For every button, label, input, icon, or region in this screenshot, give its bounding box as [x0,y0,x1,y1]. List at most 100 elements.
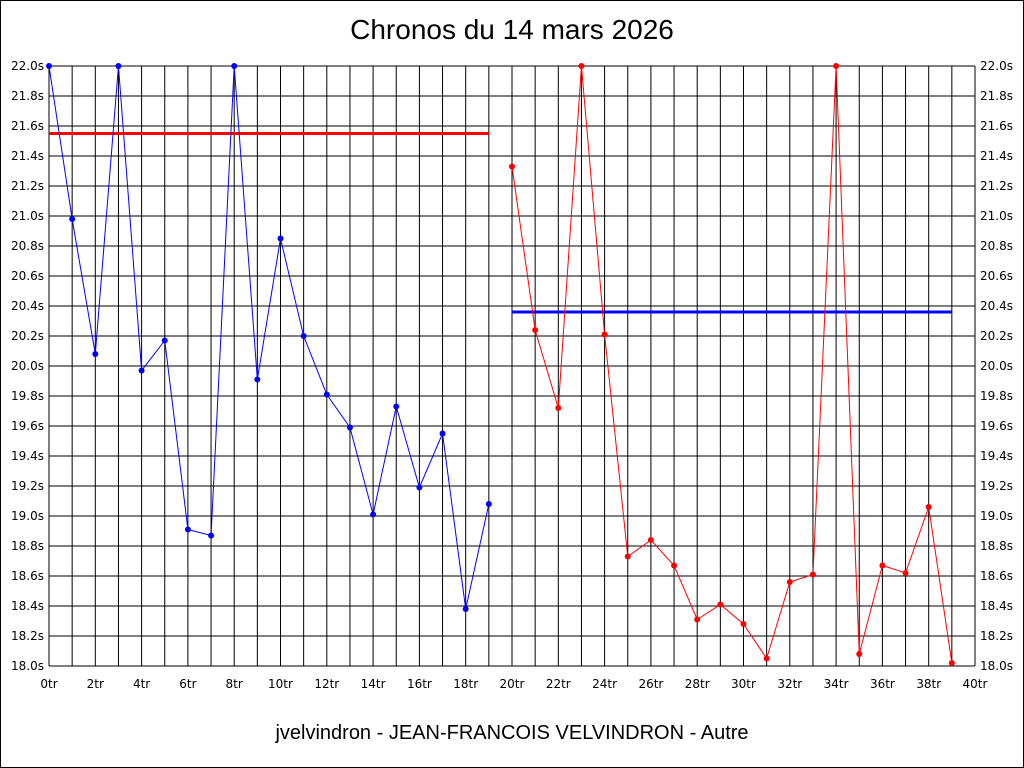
y-tick-label-right: 18.6s [980,569,1013,583]
data-point [578,63,585,69]
data-point [92,351,99,357]
chart-title: Chronos du 14 mars 2026 [350,14,674,45]
data-point [879,562,886,569]
x-tick-label: 22tr [546,677,571,691]
x-tick-label: 0tr [40,677,57,691]
y-tick-label-right: 18.0s [980,659,1013,673]
data-point [485,501,492,507]
data-point [763,655,770,662]
x-tick-label: 2tr [87,677,104,691]
y-tick-label-right: 20.4s [980,299,1013,313]
x-tick-label: 18tr [453,677,478,691]
data-point [462,606,469,612]
y-tick-label-right: 21.0s [980,209,1013,223]
data-point [277,235,284,242]
y-tick-label-left: 18.6s [11,569,44,583]
x-tick-label: 10tr [268,677,293,691]
y-tick-label-left: 19.0s [11,509,44,523]
chart-subtitle: jvelvindron - JEAN-FRANCOIS VELVINDRON -… [275,722,749,744]
data-point [393,403,400,410]
y-axis-left: 18.0s 18.2s 18.4s 18.6s 18.8s 19.0s 19.2s 19.4s… [11,59,44,673]
data-point [856,651,863,657]
data-point [809,571,816,578]
x-tick-label: 32tr [777,677,802,691]
x-tick-label: 26tr [638,677,663,691]
x-tick-label: 40tr [963,677,988,691]
x-tick-label: 4tr [133,677,150,691]
y-tick-label-right: 21.4s [980,149,1013,163]
y-tick-label-right: 20.0s [980,359,1013,373]
data-point [509,163,515,170]
data-point [786,579,793,585]
y-tick-label-left: 20.8s [11,239,44,253]
data-point [925,504,932,510]
data-point [694,616,701,623]
y-tick-label-right: 18.2s [980,629,1013,643]
data-point [231,63,238,69]
y-tick-label-right: 19.0s [980,509,1013,523]
y-tick-label-right: 19.2s [980,479,1013,493]
x-tick-label: 36tr [870,677,895,691]
y-tick-label-left: 19.2s [11,479,44,493]
x-tick-label: 28tr [685,677,710,691]
data-point [115,63,122,69]
grid [48,65,976,667]
y-tick-label-left: 21.6s [11,119,44,133]
x-tick-label: 16tr [407,677,432,691]
y-tick-label-right: 18.4s [980,599,1013,613]
x-tick-label: 34tr [824,677,849,691]
x-tick-label: 12tr [314,677,339,691]
x-tick-label: 14tr [361,677,386,691]
y-tick-label-right: 18.8s [980,539,1013,553]
data-point [69,216,76,222]
data-point [138,367,145,374]
data-point [833,63,840,69]
y-tick-label-left: 21.4s [11,149,44,163]
data-point [532,327,539,333]
y-tick-label-right: 22.0s [980,59,1013,73]
data-point [46,63,52,69]
x-axis: 0tr 2tr 4tr 6tr 8tr 10tr 12tr 14tr 16tr 18tr 20tr 2… [40,677,987,691]
y-tick-label-right: 19.8s [980,389,1013,403]
data-point [740,621,747,627]
data-point [439,430,446,437]
y-tick-label-left: 18.4s [11,599,44,613]
series-group [46,63,955,666]
y-tick-label-right: 21.6s [980,119,1013,133]
y-tick-label-left: 18.0s [11,659,44,673]
y-tick-label-left: 19.6s [11,419,44,433]
data-point [416,484,423,491]
x-tick-label: 30tr [731,677,756,691]
data-point [647,537,654,543]
y-tick-label-left: 21.2s [11,179,44,193]
data-point [601,331,608,338]
y-tick-label-right: 21.8s [980,89,1013,103]
x-tick-label: 24tr [592,677,617,691]
data-point [370,511,377,518]
data-point [555,405,562,411]
data-point [346,424,353,431]
data-point [254,376,261,383]
y-tick-label-left: 19.4s [11,449,44,463]
x-tick-label: 38tr [916,677,941,691]
series-line [48,65,490,610]
y-tick-label-left: 21.8s [11,89,44,103]
y-tick-label-left: 20.2s [11,329,44,343]
y-tick-label-left: 20.0s [11,359,44,373]
data-point [184,526,191,533]
y-tick-label-right: 19.6s [980,419,1013,433]
data-point [671,562,678,569]
y-tick-label-left: 20.4s [11,299,44,313]
y-tick-label-right: 19.4s [980,449,1013,463]
y-tick-label-left: 22.0s [11,59,44,73]
data-point [717,601,724,608]
data-point [323,391,330,398]
data-point [624,553,631,560]
data-point [902,570,909,576]
x-tick-label: 6tr [179,677,196,691]
x-tick-label: 8tr [226,677,243,691]
y-tick-label-left: 18.8s [11,539,44,553]
average-lines [49,132,952,314]
series-line [511,65,953,664]
